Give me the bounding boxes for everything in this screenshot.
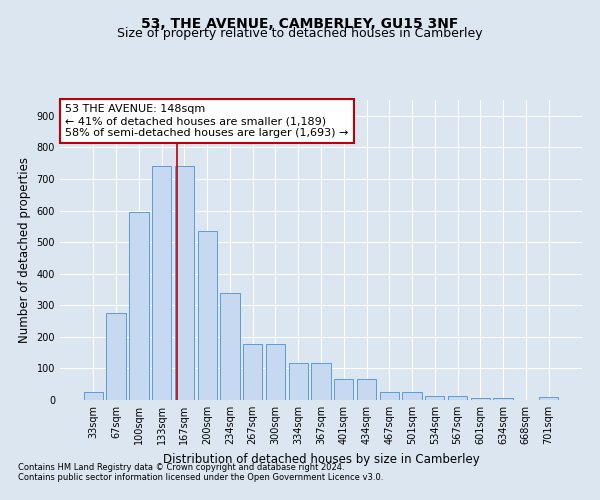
Bar xyxy=(266,344,285,400)
Bar xyxy=(493,398,513,400)
Bar xyxy=(289,362,308,400)
Bar xyxy=(84,392,103,400)
Bar xyxy=(403,392,422,400)
Bar xyxy=(311,362,331,400)
Bar xyxy=(243,344,262,400)
Bar xyxy=(152,166,172,400)
Text: 53, THE AVENUE, CAMBERLEY, GU15 3NF: 53, THE AVENUE, CAMBERLEY, GU15 3NF xyxy=(142,18,458,32)
Bar xyxy=(220,292,239,400)
Text: 53 THE AVENUE: 148sqm
← 41% of detached houses are smaller (1,189)
58% of semi-d: 53 THE AVENUE: 148sqm ← 41% of detached … xyxy=(65,104,349,138)
Bar xyxy=(334,380,353,400)
Bar xyxy=(448,396,467,400)
Bar xyxy=(539,398,558,400)
Bar xyxy=(470,398,490,400)
Bar xyxy=(380,392,399,400)
Bar xyxy=(425,396,445,400)
Bar xyxy=(357,380,376,400)
Text: Size of property relative to detached houses in Camberley: Size of property relative to detached ho… xyxy=(117,28,483,40)
Bar xyxy=(106,313,126,400)
Y-axis label: Number of detached properties: Number of detached properties xyxy=(18,157,31,343)
Bar xyxy=(175,166,194,400)
Bar xyxy=(197,231,217,400)
Text: Contains HM Land Registry data © Crown copyright and database right 2024.: Contains HM Land Registry data © Crown c… xyxy=(18,464,344,472)
X-axis label: Distribution of detached houses by size in Camberley: Distribution of detached houses by size … xyxy=(163,452,479,466)
Text: Contains public sector information licensed under the Open Government Licence v3: Contains public sector information licen… xyxy=(18,474,383,482)
Bar xyxy=(129,212,149,400)
